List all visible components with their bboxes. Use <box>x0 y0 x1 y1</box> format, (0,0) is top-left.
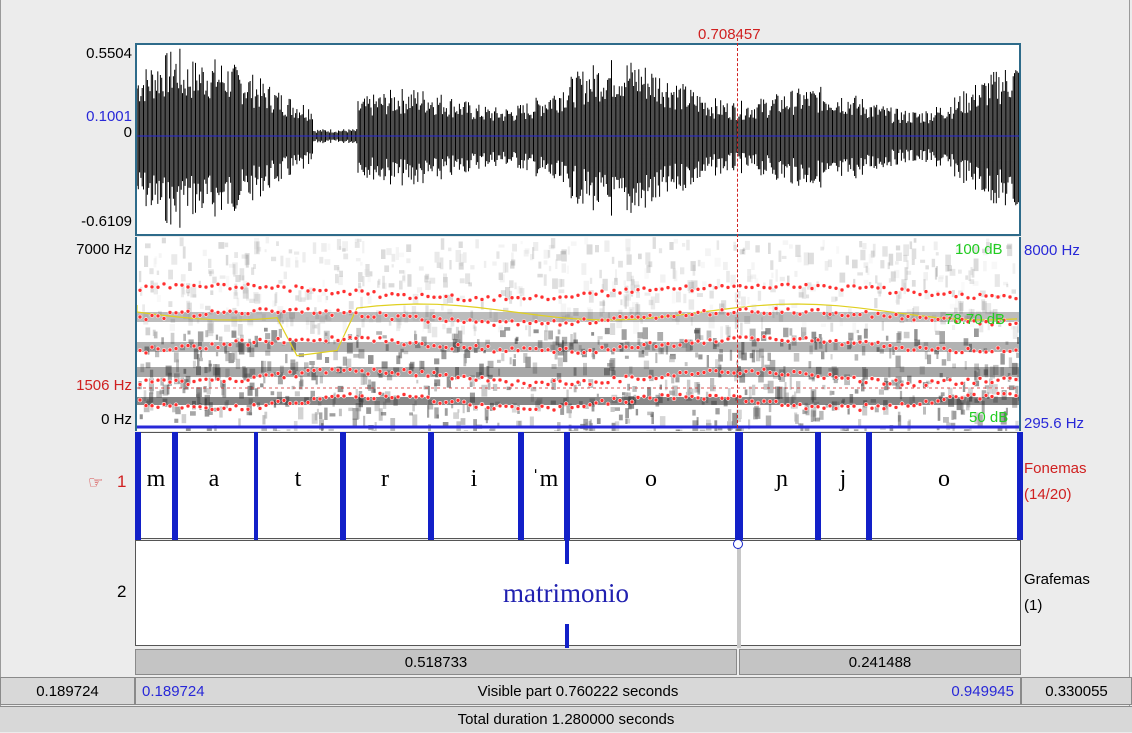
interval-boundary[interactable] <box>1017 432 1023 540</box>
pitch-bottom-label: 295.6 Hz <box>1024 415 1084 432</box>
waveform-level-label: 0.1001 <box>40 108 132 125</box>
visible-part-label: Visible part 0.760222 seconds <box>136 678 1020 706</box>
waveform-max-label: 0.5504 <box>40 45 132 62</box>
tier-2-number: 2 <box>117 582 126 602</box>
interval-text[interactable]: a <box>209 466 220 493</box>
spectrogram-view[interactable]: 100 dB 78.70 dB 50 dB <box>135 237 1021 431</box>
tier-2-name[interactable]: Grafemas <box>1024 571 1090 588</box>
boundary-handle[interactable] <box>733 539 743 549</box>
left-duration-label: 0.518733 <box>136 650 736 676</box>
tier-1-count: (14/20) <box>1024 486 1072 503</box>
interval-boundary[interactable] <box>135 432 141 540</box>
tier-1-name[interactable]: Fonemas <box>1024 460 1087 477</box>
intensity-bottom-label: 50 dB <box>969 409 1008 426</box>
total-duration-button[interactable]: Total duration 1.280000 seconds <box>0 706 1132 732</box>
waveform-signal <box>137 45 1019 234</box>
cursor-time-label: 0.708457 <box>698 26 761 43</box>
interval-boundary[interactable] <box>340 432 346 540</box>
spectrogram-bottom-frequency: 0 Hz <box>30 411 132 428</box>
spectrogram-cursor-frequency: 1506 Hz <box>30 377 132 394</box>
interval-text[interactable]: ˈm <box>532 466 559 493</box>
before-visible-button[interactable]: 0.189724 <box>0 677 135 705</box>
tier-2-count: (1) <box>1024 597 1042 614</box>
interval-text[interactable]: j <box>840 466 847 493</box>
cursor-line[interactable] <box>737 38 738 428</box>
interval-text[interactable]: i <box>471 466 478 493</box>
waveform-min-label: -0.6109 <box>40 213 132 230</box>
intensity-mid-label: 78.70 dB <box>945 311 1005 328</box>
interval-boundary[interactable] <box>564 432 570 540</box>
tier-1-number: 1 <box>117 472 126 492</box>
tier-fonemas[interactable] <box>135 432 1021 539</box>
intensity-top-label: 100 dB <box>955 241 1003 258</box>
right-duration-label: 0.241488 <box>740 650 1020 676</box>
interval-boundary[interactable] <box>518 432 524 540</box>
interval-text[interactable]: t <box>295 466 302 493</box>
visible-end-label: 0.949945 <box>951 678 1014 706</box>
interval-text[interactable]: o <box>645 466 657 493</box>
tier-grafemas[interactable] <box>135 540 1021 646</box>
cursor-projection <box>737 540 741 648</box>
interval-text[interactable]: m <box>147 466 166 493</box>
interval-text[interactable]: o <box>938 466 950 493</box>
waveform-zero-label: 0 <box>40 124 132 141</box>
pointing-hand-icon: ☞ <box>88 473 103 493</box>
spectrogram-image <box>137 237 1019 431</box>
left-duration-bar[interactable]: 0.518733 <box>135 649 737 675</box>
boundary-projection <box>565 540 569 564</box>
interval-boundary[interactable] <box>254 432 258 540</box>
interval-boundary[interactable] <box>815 432 821 540</box>
interval-boundary[interactable] <box>866 432 872 540</box>
interval-boundary[interactable] <box>172 432 178 540</box>
waveform-view[interactable] <box>135 43 1021 236</box>
pitch-top-label: 8000 Hz <box>1024 242 1080 259</box>
interval-boundary[interactable] <box>735 432 743 540</box>
spectrogram-top-frequency: 7000 Hz <box>30 241 132 258</box>
right-duration-bar[interactable]: 0.241488 <box>739 649 1021 675</box>
visible-part-button[interactable]: 0.189724 Visible part 0.760222 seconds 0… <box>135 677 1021 705</box>
after-visible-button[interactable]: 0.330055 <box>1021 677 1132 705</box>
interval-text[interactable]: r <box>381 466 389 493</box>
interval-text[interactable]: ɲ <box>776 466 788 493</box>
interval-boundary[interactable] <box>428 432 434 540</box>
boundary-projection <box>565 624 569 648</box>
